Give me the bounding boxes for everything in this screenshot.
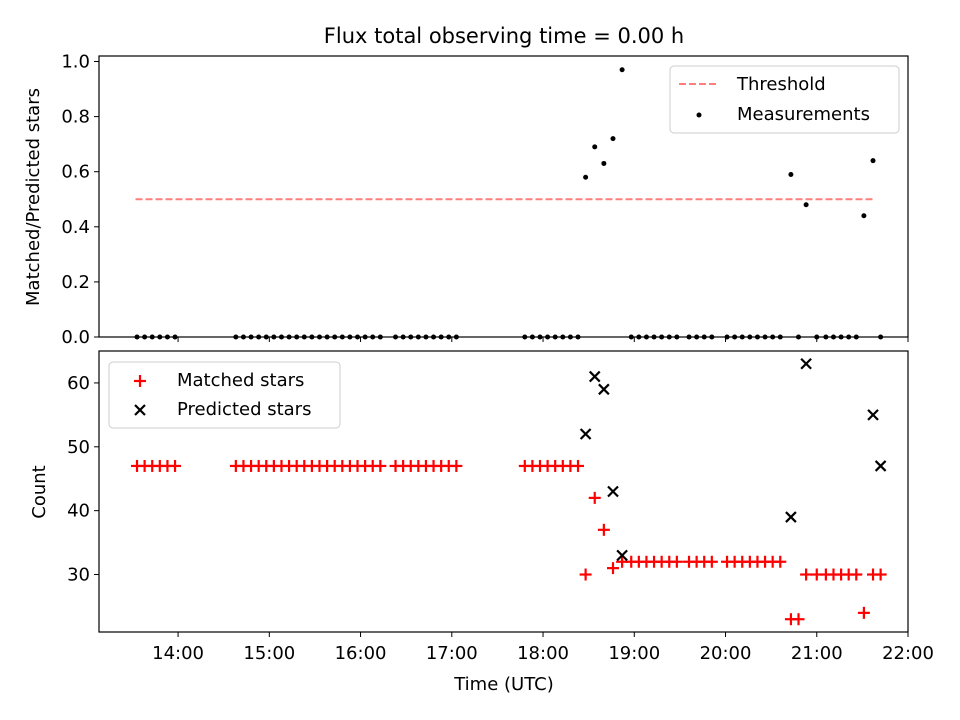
bottom-y-tick-label: 60: [67, 373, 90, 394]
top-y-tick-label: 1.0: [61, 52, 90, 73]
x-tick-label: 16:00: [335, 643, 387, 664]
predicted-star-marker: [800, 357, 812, 370]
legend-matched-label: Matched stars: [177, 370, 304, 391]
top-y-tick-label: 0.0: [61, 327, 90, 348]
predicted-star-marker: [874, 460, 887, 472]
predicted-star-marker-b: [579, 428, 592, 440]
matched-star-marker: [588, 491, 601, 504]
predicted-star-marker: [616, 549, 628, 562]
matched-star-marker: [374, 459, 387, 472]
matched-star-marker: [450, 459, 463, 472]
legend-matched-swatch: [134, 375, 146, 387]
top-panel: 0.0 0.2 0.4 0.6 0.8 1.0 Matched/Predicted sta…: [23, 52, 909, 348]
bottom-y-tick-label: 40: [67, 501, 90, 522]
measurement-point: [861, 213, 867, 219]
chart-title: Flux total observing time = 0.00 h: [324, 24, 684, 48]
legend-measurements-label: Measurements: [737, 104, 870, 125]
bottom-y-tick-label: 30: [67, 565, 90, 586]
bottom-x-ticks: 14:00 15:00 16:00 17:00 18:00 19:00 20:00 21:00…: [152, 632, 934, 664]
bottom-y-axis-label: Count: [29, 465, 50, 518]
x-tick-label: 17:00: [426, 643, 478, 664]
predicted-star-marker-b: [598, 383, 610, 396]
measurement-point: [788, 171, 794, 177]
predicted-star-marker-b: [616, 549, 628, 562]
predicted-star-marker-b: [874, 460, 887, 472]
measurement-point: [870, 158, 876, 164]
top-y-tick-label: 0.6: [61, 162, 90, 183]
matched-star-marker: [874, 568, 887, 581]
predicted-star-marker-b: [607, 485, 619, 498]
x-tick-label: 15:00: [243, 643, 295, 664]
predicted-star-marker: [579, 428, 592, 440]
predicted-star-marker: [867, 409, 879, 421]
x-tick-label: 22:00: [882, 643, 934, 664]
predicted-stars-points: [579, 357, 887, 562]
top-legend: Threshold Measurements: [669, 65, 900, 134]
matched-star-marker: [705, 555, 718, 568]
predicted-star-marker: [598, 383, 610, 396]
measurement-point: [583, 174, 589, 180]
legend-predicted-label: Predicted stars: [177, 399, 311, 420]
predicted-star-marker-b: [867, 409, 879, 421]
measurement-point: [610, 136, 616, 142]
matched-star-marker: [857, 606, 870, 619]
bottom-legend-box: [108, 361, 341, 429]
bottom-legend: Matched stars Predicted stars: [108, 361, 341, 429]
x-tick-label: 18:00: [517, 643, 569, 664]
predicted-star-marker: [607, 485, 619, 498]
matched-star-marker: [670, 555, 683, 568]
matched-star-marker: [597, 523, 610, 536]
top-y-tick-label: 0.8: [61, 107, 90, 128]
top-y-axis-label: Matched/Predicted stars: [23, 88, 44, 306]
bottom-y-ticks: 30 40 50 60: [67, 373, 99, 586]
matched-star-marker: [774, 555, 787, 568]
measurement-point: [619, 67, 625, 73]
top-y-tick-label: 0.2: [61, 272, 90, 293]
matched-star-marker: [579, 568, 592, 581]
predicted-star-marker-b: [588, 370, 601, 383]
bottom-panel: 30 40 50 60 14:00 15:00 16:00 17:00 18:00 19:00 2…: [29, 350, 934, 695]
predicted-star-marker: [588, 370, 601, 383]
measurement-point: [803, 202, 809, 208]
predicted-star-marker-b: [785, 511, 797, 523]
predicted-star-marker-b: [800, 357, 812, 370]
top-y-ticks: 0.0 0.2 0.4 0.6 0.8 1.0: [61, 52, 99, 348]
top-plot-frame: [98, 55, 909, 338]
x-tick-label: 21:00: [791, 643, 843, 664]
matched-star-marker: [800, 568, 813, 581]
bottom-y-tick-label: 50: [67, 437, 90, 458]
legend-measurements-swatch: [696, 112, 702, 118]
matched-stars-points: [131, 459, 887, 626]
legend-predicted-swatch: [134, 404, 146, 416]
legend-threshold-label: Threshold: [736, 74, 826, 95]
matched-star-marker: [606, 562, 619, 575]
predicted-star-marker: [785, 511, 797, 523]
matched-star-marker: [792, 613, 805, 626]
measurement-point: [592, 144, 598, 150]
top-legend-box: [669, 65, 900, 134]
bottom-plot-frame: [98, 350, 909, 633]
matched-star-marker: [850, 568, 863, 581]
top-y-tick-label: 0.4: [61, 217, 90, 238]
matched-star-marker: [572, 459, 585, 472]
matched-star-marker: [169, 459, 182, 472]
x-tick-label: 20:00: [700, 643, 752, 664]
x-axis-label: Time (UTC): [453, 674, 554, 695]
measurement-point: [601, 160, 607, 166]
x-tick-label: 14:00: [152, 643, 204, 664]
x-tick-label: 19:00: [608, 643, 660, 664]
